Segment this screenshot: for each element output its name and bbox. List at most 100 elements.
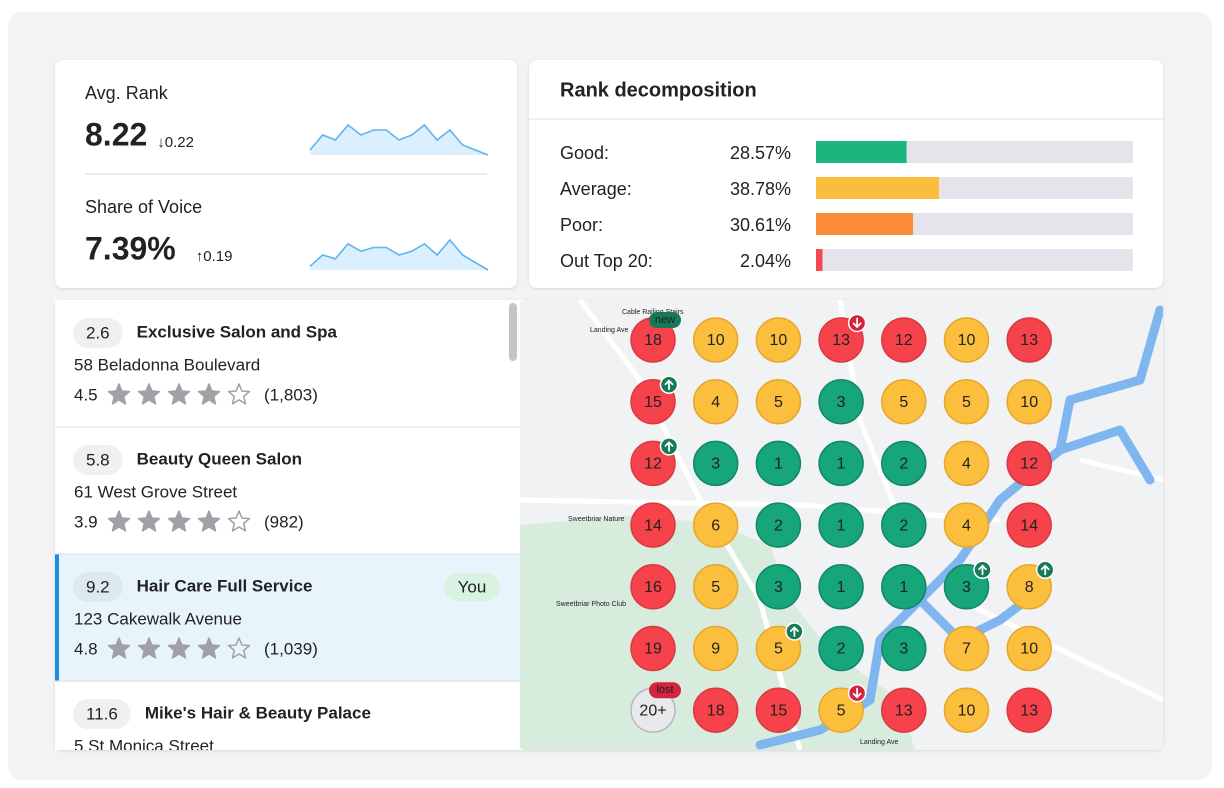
grid-cell[interactable]: 3 [755, 564, 802, 610]
grid-cell[interactable]: 10 [943, 317, 990, 363]
rank: 9.2 [86, 577, 110, 596]
cell-rank: 1 [899, 579, 908, 596]
rank-circle [630, 625, 676, 672]
grid-cell[interactable]: 13 [1006, 317, 1052, 363]
rank-circle [881, 564, 927, 610]
grid-cell[interactable]: 3 [692, 440, 739, 487]
grid-cell[interactable]: 7 [943, 625, 990, 672]
grid-cell[interactable]: 3 [943, 560, 992, 610]
row-label: Good: [560, 143, 609, 163]
grid-cell[interactable]: 2 [755, 502, 802, 548]
row-value: 2.04% [740, 251, 791, 271]
grid-cell[interactable]: 4 [692, 378, 739, 425]
grid-cell[interactable]: 15 [755, 687, 802, 733]
grid-cell[interactable]: 9 [692, 625, 739, 672]
grid-cell[interactable]: 5 [943, 378, 990, 425]
rank: 5.8 [86, 450, 110, 469]
grid-cell[interactable]: 12 [1006, 440, 1052, 487]
grid-cell[interactable]: 13 [1006, 687, 1052, 733]
rank-circle [755, 378, 802, 425]
grid-cell[interactable]: 1 [818, 502, 864, 548]
star-filled [137, 383, 161, 405]
cell-rank: 1 [837, 517, 846, 534]
sparkline [309, 238, 489, 271]
star-filled [197, 637, 221, 659]
cell-rank: 10 [958, 702, 976, 719]
star-filled [197, 383, 221, 405]
address: 5 St Monica Street [74, 736, 214, 755]
grid-cell[interactable]: 3 [818, 378, 864, 425]
grid-cell[interactable]: 14 [630, 502, 676, 548]
cell-rank: 16 [644, 579, 662, 596]
trend-arrow [664, 379, 674, 391]
rating: 3.9 [74, 512, 98, 531]
grid-cell[interactable]: 12 [630, 437, 679, 487]
cell-rank: 14 [644, 517, 662, 534]
grid-cell[interactable]: 1 [881, 564, 927, 610]
cell-rank: 6 [711, 517, 720, 534]
grid-cell[interactable]: 18 new [630, 312, 681, 363]
rank-circle [692, 502, 739, 548]
grid-cell[interactable]: 5 [818, 683, 867, 733]
star-filled [167, 510, 191, 532]
grid-cell[interactable]: 2 [818, 625, 864, 672]
grid-cell[interactable]: 10 [1006, 378, 1052, 425]
listing[interactable]: 2.6 Exclusive Salon and Spa 58 Beladonna B… [73, 318, 337, 405]
grid-cell[interactable]: 5 [881, 378, 927, 425]
grid-cell[interactable]: 19 [630, 625, 676, 672]
grid-cell[interactable]: 12 [881, 317, 927, 363]
cell-rank: 2 [899, 517, 908, 534]
grid-cell[interactable]: 13 [818, 313, 867, 363]
grid-cell[interactable]: 18 [692, 687, 739, 733]
rank-circle [881, 440, 927, 487]
grid-cell[interactable]: 14 [1006, 502, 1052, 548]
rating: 4.8 [74, 639, 98, 658]
grid-cell[interactable]: 8 [1006, 560, 1055, 610]
rank-circle [818, 625, 864, 672]
rank-circle [692, 564, 739, 610]
cell-rank: 10 [770, 332, 788, 349]
grid-cell[interactable]: 1 [818, 564, 864, 610]
row-value: 38.78% [730, 179, 791, 199]
grid-cell[interactable]: 20+ lost [630, 682, 681, 733]
rank-circle [943, 687, 990, 733]
grid-cell[interactable]: 4 [943, 502, 990, 548]
cell-rank: 10 [958, 332, 976, 349]
grid-cell[interactable]: 10 [692, 317, 739, 363]
cell-rank: 1 [837, 579, 846, 596]
listing[interactable]: 9.2 Hair Care Full Service 123 Cakewalk Av… [55, 553, 520, 681]
grid-cell[interactable]: 5 [755, 378, 802, 425]
grid-cell[interactable]: 13 [881, 687, 927, 733]
grid-cell[interactable]: 6 [692, 502, 739, 548]
rank-circle [881, 502, 927, 548]
cell-rank: 7 [962, 641, 971, 658]
business-name: Beauty Queen Salon [137, 449, 302, 468]
listing[interactable]: 5.8 Beauty Queen Salon 61 West Grove Stree… [55, 426, 520, 532]
grid-cell[interactable]: 10 [943, 687, 990, 733]
cell-rank: 3 [962, 579, 971, 596]
star-empty [227, 637, 251, 659]
map-label: Sweetbriar Photo Club [556, 601, 626, 608]
cell-rank: 2 [899, 456, 908, 473]
rank-circle [755, 687, 802, 733]
grid-cell[interactable]: 5 [692, 564, 739, 610]
grid-cell[interactable]: 1 [755, 440, 802, 487]
grid-cell[interactable]: 16 [630, 564, 676, 610]
bar [816, 213, 914, 235]
listing[interactable]: 11.6 Mike's Hair & Beauty Palace 5 St Moni… [55, 680, 520, 755]
grid-cell[interactable]: 10 [755, 317, 802, 363]
star-empty [227, 383, 251, 405]
metric-value: 7.39% [85, 230, 176, 266]
grid-cell[interactable]: 2 [881, 502, 927, 548]
grid-cell[interactable]: 15 [630, 375, 679, 425]
grid-cell[interactable]: 10 [1006, 625, 1052, 672]
cell-badge-label: new [655, 314, 675, 326]
grid-cell[interactable]: 4 [943, 440, 990, 487]
star-filled [167, 637, 191, 659]
grid-cell[interactable]: 3 [881, 625, 927, 672]
grid-cell[interactable]: 2 [881, 440, 927, 487]
grid-cell[interactable]: 1 [818, 440, 864, 487]
grid-cell[interactable]: 5 [755, 622, 804, 672]
trend-arrow [852, 687, 862, 699]
